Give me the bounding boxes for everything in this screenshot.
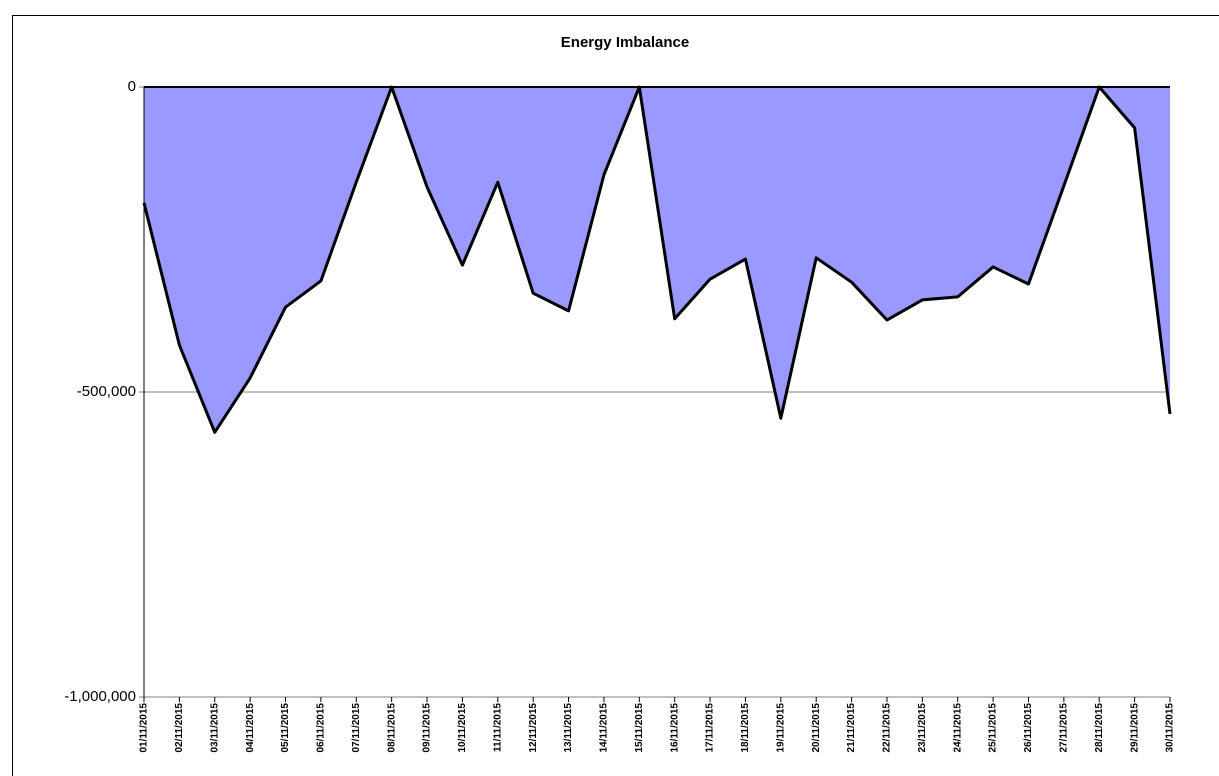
x-tick-label: 17/11/2015: [705, 703, 716, 753]
area: [144, 87, 1170, 433]
x-tick-label: 22/11/2015: [882, 703, 893, 753]
x-tick-label: 11/11/2015: [492, 703, 503, 752]
x-tick-label: 15/11/2015: [634, 703, 645, 753]
x-tick-label: 03/11/2015: [209, 703, 220, 753]
x-tick-label: 06/11/2015: [316, 703, 327, 753]
x-tick-label: 23/11/2015: [917, 703, 928, 753]
x-tick-label: 26/11/2015: [1023, 703, 1034, 753]
x-tick-label: 30/11/2015: [1165, 703, 1176, 753]
x-tick-label: 07/11/2015: [351, 703, 362, 753]
x-tick-label: 19/11/2015: [775, 703, 786, 753]
x-tick-label: 18/11/2015: [740, 703, 751, 753]
y-tick-label: 0: [128, 78, 136, 95]
x-tick-label: 08/11/2015: [386, 703, 397, 753]
x-tick-label: 25/11/2015: [988, 703, 999, 753]
x-tick-label: 24/11/2015: [952, 703, 963, 753]
y-tick-label: -1,000,000: [64, 688, 136, 705]
x-tick-label: 13/11/2015: [563, 703, 574, 753]
x-tick-label: 09/11/2015: [422, 703, 433, 753]
chart-title: Energy Imbalance: [561, 34, 689, 51]
x-tick-label: 01/11/2015: [139, 703, 150, 753]
x-tick-label: 04/11/2015: [245, 703, 256, 753]
x-tick-label: 28/11/2015: [1094, 703, 1105, 753]
x-tick-label: 12/11/2015: [528, 703, 539, 753]
x-tick-label: 20/11/2015: [811, 703, 822, 753]
x-tick-label: 05/11/2015: [280, 703, 291, 753]
x-tick-label: 21/11/2015: [846, 703, 857, 753]
x-tick-label: 02/11/2015: [174, 703, 185, 753]
area-line: [142, 85, 1172, 434]
x-tick-label: 16/11/2015: [669, 703, 680, 753]
x-tick-label: 10/11/2015: [457, 703, 468, 753]
x-tick-label: 29/11/2015: [1129, 703, 1140, 753]
x-tick-label: 27/11/2015: [1059, 703, 1070, 753]
y-tick-label: -500,000: [77, 383, 136, 400]
x-tick-label: 14/11/2015: [599, 703, 610, 753]
